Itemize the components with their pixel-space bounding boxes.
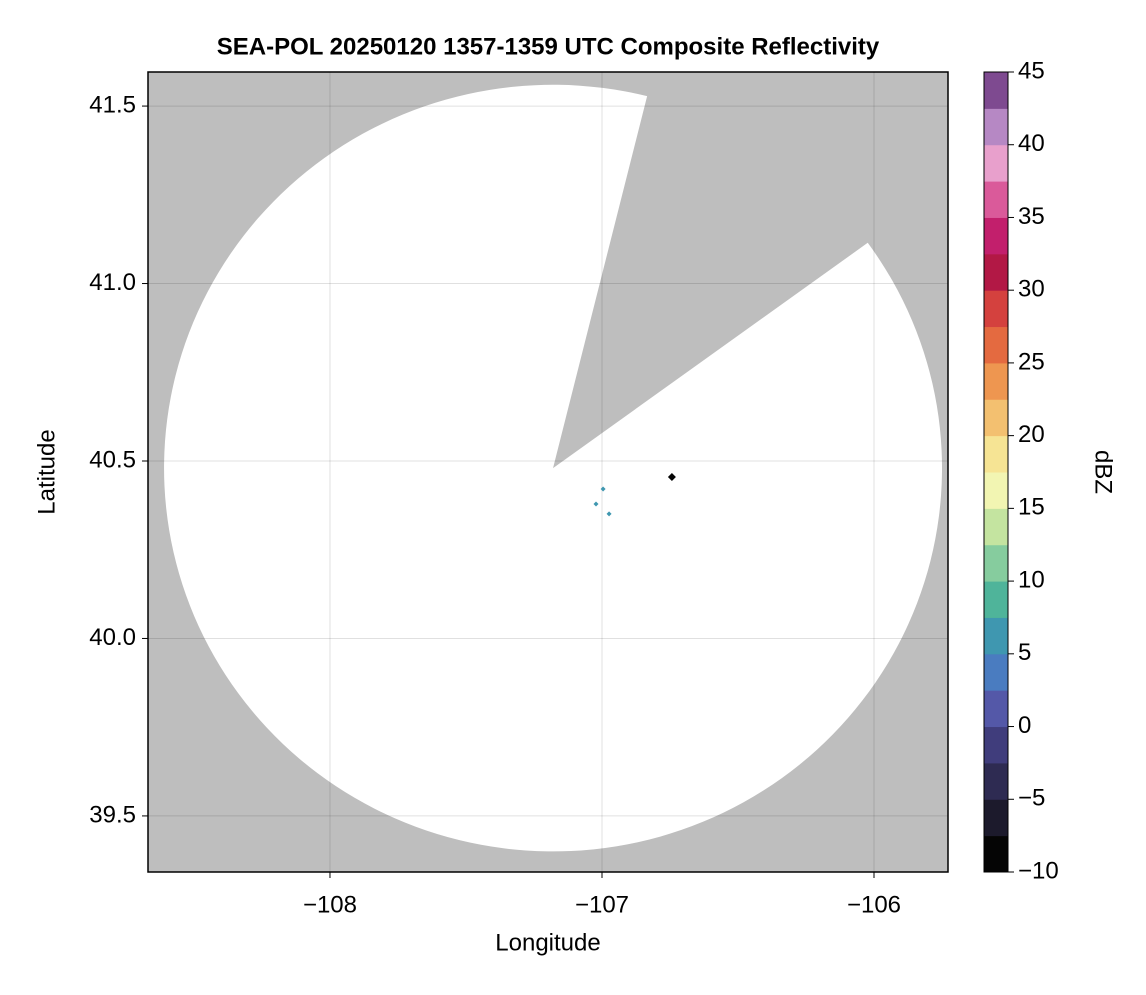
reflectivity-point (600, 486, 606, 492)
colorbar-tick-label: 15 (1018, 494, 1045, 521)
radar-coverage (164, 84, 943, 852)
colorbar-cell (984, 253, 1008, 291)
colorbar-cell (984, 653, 1008, 691)
colorbar-cell (984, 435, 1008, 473)
colorbar-tick-label: 0 (1018, 712, 1031, 739)
colorbar-tick-label: −5 (1018, 785, 1045, 812)
colorbar-cell (984, 144, 1008, 182)
colorbar-cell (984, 581, 1008, 618)
colorbar-tick-label: 30 (1018, 276, 1045, 303)
colorbar-cell (984, 617, 1008, 655)
colorbar-cell (984, 108, 1008, 146)
colorbar-cell (984, 472, 1008, 509)
colorbar-frame (983, 71, 1009, 873)
y-tick-label: 40.5 (89, 446, 136, 473)
plot-frame (147, 71, 949, 873)
y-tick-label: 39.5 (89, 801, 136, 828)
reflectivity-point (593, 501, 599, 507)
colorbar-tick-label: 35 (1018, 203, 1045, 230)
colorbar-cell (984, 835, 1008, 873)
colorbar-cell (984, 544, 1008, 582)
colorbar-cell (984, 690, 1008, 728)
colorbar-cell (984, 290, 1008, 328)
colorbar-tick-label: 40 (1018, 130, 1045, 157)
colorbar-tick-label: 10 (1018, 566, 1045, 593)
colorbar-cell (984, 326, 1008, 364)
colorbar-tick-label: 5 (1018, 639, 1031, 666)
y-tick-label: 41.5 (89, 91, 136, 118)
colorbar-cell (984, 799, 1008, 837)
x-tick-label: −108 (303, 891, 357, 918)
y-tick-label: 40.0 (89, 624, 136, 651)
colorbar-cell (984, 362, 1008, 400)
y-axis-label: Latitude (33, 429, 60, 514)
colorbar-cell (984, 762, 1008, 800)
x-tick-label: −107 (575, 891, 629, 918)
colorbar-cell (984, 181, 1008, 218)
colorbar-cell (984, 217, 1008, 255)
colorbar-cell (984, 72, 1008, 109)
chart-title: SEA-POL 20250120 1357-1359 UTC Composite… (217, 33, 880, 60)
reflectivity-point (667, 472, 676, 481)
y-tick-label: 41.0 (89, 269, 136, 296)
colorbar-cell (984, 726, 1008, 764)
colorbar-tick-label: 25 (1018, 348, 1045, 375)
colorbar-label: dBZ (1090, 450, 1117, 494)
colorbar-cell (984, 508, 1008, 546)
colorbar-tick-label: −10 (1018, 857, 1059, 884)
reflectivity-point (606, 511, 612, 517)
x-axis-label: Longitude (495, 929, 600, 956)
colorbar-tick-label: 45 (1018, 57, 1045, 84)
colorbar-tick-label: 20 (1018, 421, 1045, 448)
x-tick-label: −106 (847, 891, 901, 918)
colorbar-cell (984, 399, 1008, 437)
